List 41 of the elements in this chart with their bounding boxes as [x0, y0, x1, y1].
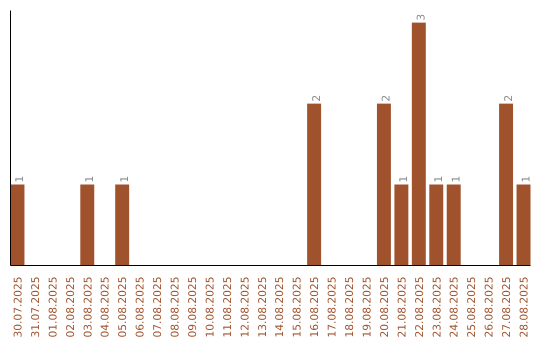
x-tick-label: 02.08.2025 — [64, 276, 77, 338]
data-label: 1 — [449, 176, 462, 183]
data-label: 1 — [83, 176, 96, 183]
x-tick-label: 15.08.2025 — [290, 276, 304, 338]
x-tick-label: 11.08.2025 — [220, 276, 234, 338]
x-tick-label: 17.08.2025 — [326, 276, 339, 338]
x-tick-label: 10.08.2025 — [203, 276, 216, 338]
x-tick-label: 06.08.2025 — [134, 276, 147, 338]
x-tick-label: 20.08.2025 — [378, 276, 391, 338]
x-tick-label: 01.08.2025 — [46, 276, 60, 338]
data-label: 1 — [397, 176, 410, 183]
x-tick-label: 21.08.2025 — [395, 276, 408, 338]
x-tick-label: 07.08.2025 — [151, 276, 164, 338]
x-tick-label: 27.08.2025 — [500, 276, 514, 338]
x-tick-label: 09.08.2025 — [186, 276, 199, 338]
data-label: 1 — [519, 176, 532, 183]
x-tick-label: 18.08.2025 — [343, 276, 356, 338]
x-tick-label: 12.08.2025 — [238, 276, 252, 338]
x-tick-label: 22.08.2025 — [412, 276, 426, 338]
data-label: 1 — [118, 176, 131, 183]
x-tick-label: 28.08.2025 — [518, 276, 531, 338]
data-label: 2 — [502, 94, 515, 102]
x-tick-label: 30.07.2025 — [11, 276, 24, 338]
data-label: 2 — [310, 94, 323, 102]
x-tick-label: 24.08.2025 — [448, 276, 461, 338]
x-tick-label: 23.08.2025 — [430, 276, 444, 338]
data-label: 1 — [432, 176, 446, 183]
data-label: 1 — [13, 176, 26, 183]
x-tick-label: 16.08.2025 — [308, 276, 322, 338]
x-tick-label: 05.08.2025 — [116, 276, 130, 338]
data-label: 2 — [380, 94, 393, 102]
x-tick-label: 08.08.2025 — [168, 276, 182, 338]
x-tick-label: 25.08.2025 — [465, 276, 478, 338]
x-tick-label: 03.08.2025 — [81, 276, 94, 338]
x-tick-label: 19.08.2025 — [360, 276, 374, 338]
x-tick-label: 14.08.2025 — [273, 276, 286, 338]
x-tick-label: 13.08.2025 — [256, 276, 269, 338]
x-tick-label: 04.08.2025 — [98, 276, 112, 338]
data-label: 3 — [414, 14, 428, 21]
x-tick-label: 26.08.2025 — [482, 276, 496, 338]
x-tick-label: 31.07.2025 — [28, 276, 42, 338]
